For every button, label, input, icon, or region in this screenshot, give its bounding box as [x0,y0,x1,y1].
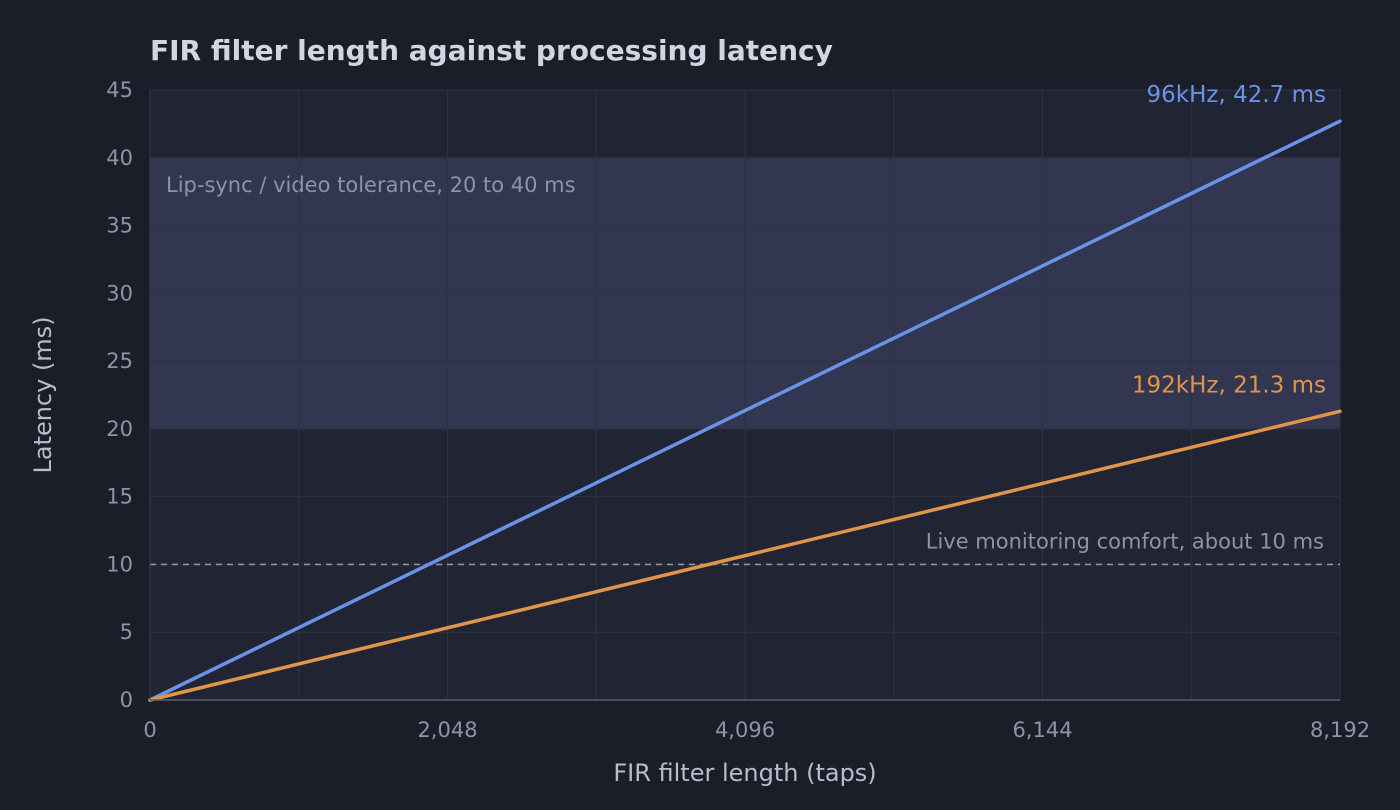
axes-layer [149,90,1340,701]
y-axis-label: Latency (ms) [29,316,57,473]
series-label-1: 192kHz, 21.3 ms [1132,372,1326,398]
x-axis-label: FIR filter length (taps) [613,759,876,787]
chart-title: FIR filter length against processing lat… [150,34,833,67]
series-layer: 96kHz, 42.7 ms 192kHz, 21.3 ms [148,82,1342,702]
y-tick-label-7: 35 [106,214,133,238]
y-tick-label-2: 10 [106,552,133,576]
y-tick-label-6: 30 [106,281,133,305]
band-label-0: Lip-sync / video tolerance, 20 to 40 ms [166,173,576,197]
series-line-0 [148,119,1342,702]
x-tick-label-2: 4,096 [715,718,775,742]
reference-line-label-0: Live monitoring comfort, about 10 ms [926,529,1324,553]
x-tick-label-0: 0 [143,718,156,742]
y-tick-label-3: 15 [106,485,133,509]
y-tick-label-1: 5 [120,620,133,644]
y-tick-label-0: 0 [120,688,133,712]
x-tick-label-1: 2,048 [417,718,477,742]
y-tick-label-8: 40 [106,146,133,170]
tick-labels-layer: 0 2,048 4,096 6,144 8,192 0 5 10 15 20 25 30 35 40 45 [106,78,1370,742]
reference-lines-layer: Live monitoring comfort, about 10 ms [150,529,1340,566]
y-tick-label-9: 45 [106,78,133,102]
y-tick-label-4: 20 [106,417,133,441]
x-tick-label-4: 8,192 [1310,718,1370,742]
series-label-0: 96kHz, 42.7 ms [1147,82,1327,108]
series-line-1 [148,409,1342,702]
x-tick-label-3: 6,144 [1012,718,1072,742]
y-tick-label-5: 25 [106,349,133,373]
